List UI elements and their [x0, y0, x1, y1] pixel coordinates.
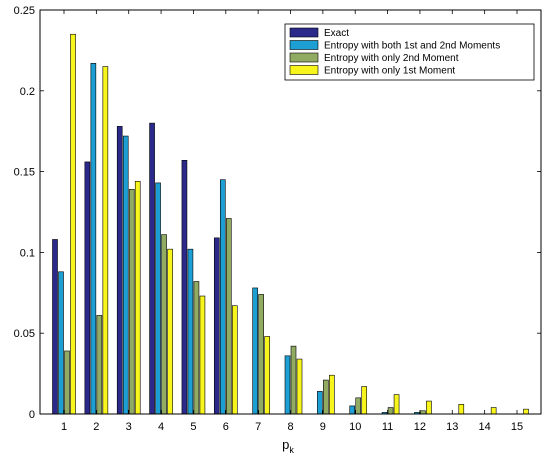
bar-series-4-cat-6: [231, 305, 238, 415]
bar-series-3-cat-3: [128, 189, 135, 415]
y-tick-label: 0: [29, 409, 35, 421]
x-tick-label: 2: [93, 421, 99, 433]
x-tick-label: 12: [414, 421, 426, 433]
legend-swatch: [289, 52, 319, 63]
bar-series-4-cat-5: [199, 295, 206, 415]
bar-series-2-cat-5: [187, 248, 194, 415]
bar-series-4-cat-14: [490, 407, 497, 415]
bar-series-2-cat-3: [122, 135, 129, 415]
bar-series-3-cat-2: [96, 315, 103, 415]
bar-series-4-cat-15: [523, 408, 529, 415]
y-tick-label: 0.05: [14, 328, 35, 340]
bar-series-4-cat-12: [426, 400, 432, 415]
bar-series-4-cat-7: [264, 336, 270, 415]
x-tick-label: 7: [255, 421, 261, 433]
x-tick-label: 1: [61, 421, 67, 433]
x-tick-label: 10: [349, 421, 361, 433]
legend-swatch: [289, 65, 319, 75]
bar-series-4-cat-1: [70, 33, 76, 415]
bars-layer: [52, 33, 529, 415]
y-tick-label: 0.25: [14, 5, 35, 17]
y-tick-label: 0.15: [14, 167, 35, 179]
x-tick-label: 14: [479, 421, 491, 433]
x-tick-label: 11: [382, 421, 393, 433]
bar-series-3-cat-8: [290, 345, 297, 415]
legend-entry-label: Entropy with only 1st Moment: [324, 66, 455, 77]
bar-series-4-cat-10: [361, 386, 368, 415]
bar-series-3-cat-9: [323, 379, 329, 415]
bar-series-3-cat-7: [258, 294, 264, 415]
bar-series-2-cat-7: [252, 287, 258, 415]
bar-series-1-cat-2: [84, 161, 91, 415]
bar-series-1-cat-3: [116, 126, 123, 415]
bar-series-4-cat-8: [296, 358, 303, 415]
bar-series-1-cat-1: [52, 239, 58, 415]
bar-series-1-cat-4: [149, 122, 155, 415]
x-tick-label: 9: [320, 421, 326, 433]
x-tick-label: 5: [190, 421, 196, 433]
bar-series-1-cat-5: [181, 159, 188, 415]
bar-series-2-cat-1: [58, 271, 64, 415]
legend-swatch: [289, 40, 319, 50]
bar-series-4-cat-2: [102, 66, 109, 415]
y-tick-label: 0.1: [20, 247, 35, 259]
x-axis-label-main: p: [282, 437, 289, 452]
bar-series-2-cat-8: [284, 355, 291, 415]
bar-series-3-cat-1: [64, 350, 70, 415]
bar-series-2-cat-9: [317, 391, 323, 415]
legend-entry-label: Entropy with both 1st and 2nd Moments: [324, 41, 500, 52]
bar-series-3-cat-5: [193, 281, 200, 415]
bar-series-4-cat-9: [329, 374, 335, 415]
bar-series-4-cat-11: [393, 394, 400, 415]
bar-series-4-cat-3: [134, 180, 141, 415]
legend-entry-label: Exact: [324, 28, 349, 39]
x-axis-label: pk: [282, 437, 294, 455]
x-tick-label: 6: [223, 421, 229, 433]
bar-series-3-cat-10: [355, 397, 362, 415]
x-tick-label: 4: [158, 421, 164, 433]
x-tick-label: 3: [126, 421, 132, 433]
legend-box: [284, 23, 535, 81]
bar-series-2-cat-4: [155, 182, 161, 415]
x-tick-label: 15: [511, 421, 523, 433]
bar-series-4-cat-4: [167, 248, 173, 415]
bar-series-3-cat-4: [161, 234, 167, 415]
bar-series-4-cat-13: [458, 404, 465, 415]
legend: Exact Entropy with both 1st and 2nd Momen…: [284, 23, 535, 81]
bar-series-3-cat-11: [387, 407, 394, 415]
bar-series-2-cat-10: [349, 405, 356, 415]
x-axis-label-subscript: k: [289, 445, 294, 455]
bar-series-2-cat-2: [90, 63, 97, 415]
y-tick-label: 0.2: [20, 86, 35, 98]
bar-series-2-cat-6: [219, 179, 226, 415]
bar-series-1-cat-6: [213, 237, 220, 415]
legend-swatch: [289, 27, 319, 38]
bar-series-3-cat-6: [225, 218, 232, 415]
x-tick-label: 8: [287, 421, 293, 433]
legend-entry-label: Entropy with only 2nd Moment: [324, 53, 459, 64]
x-tick-label: 13: [446, 421, 458, 433]
